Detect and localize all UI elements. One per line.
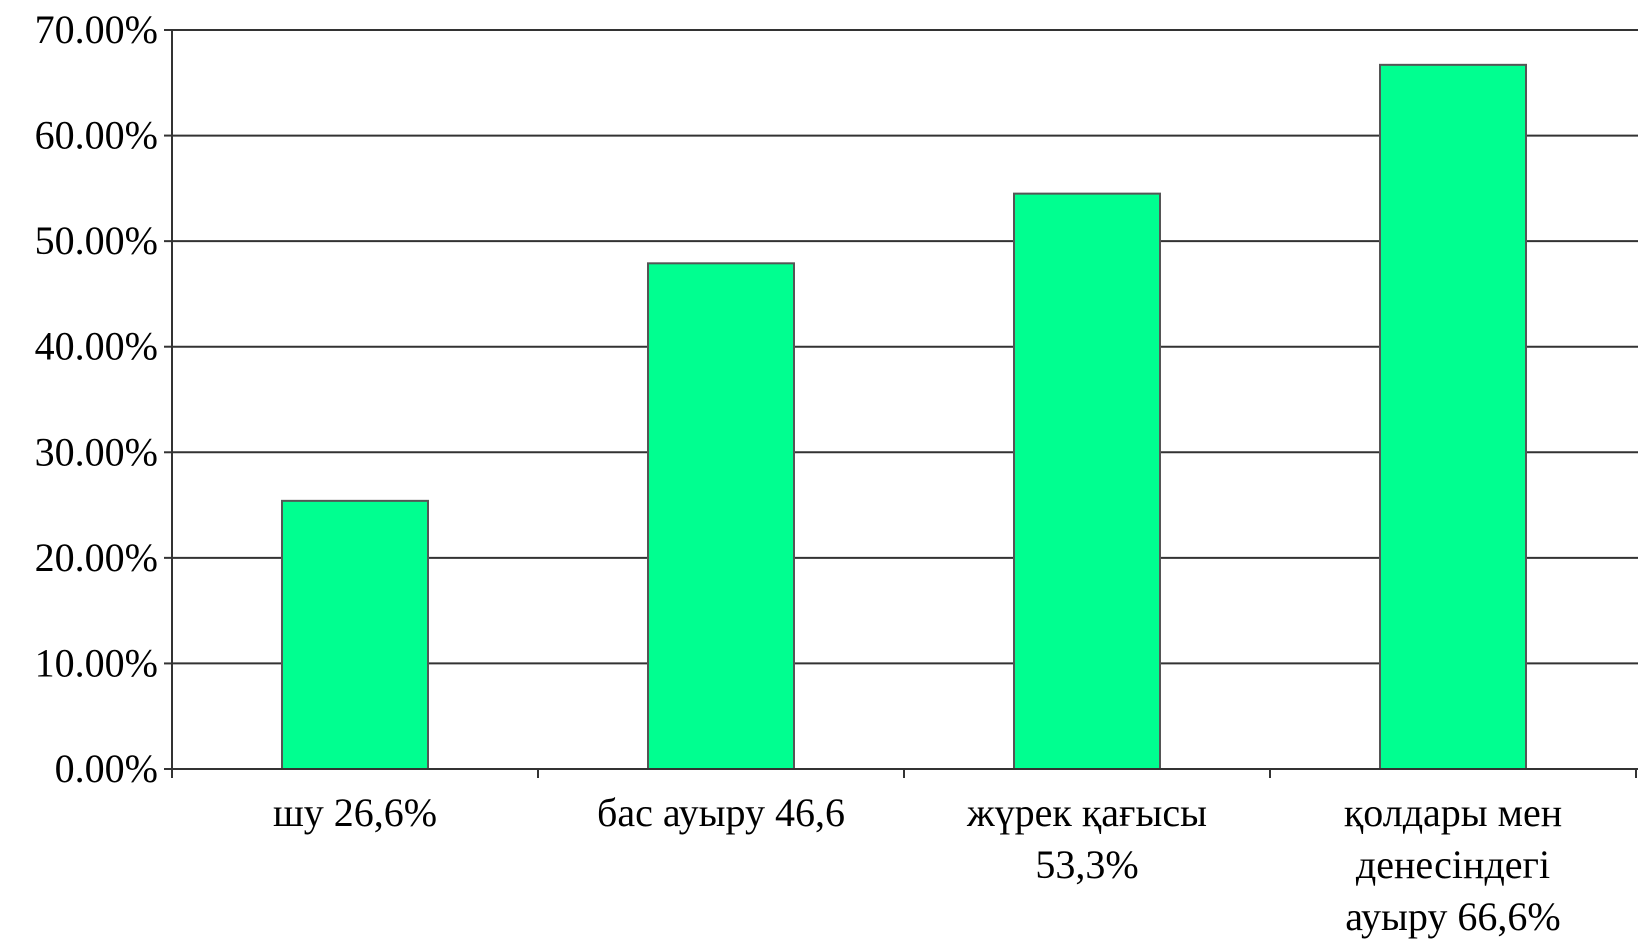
- x-category-label-line: 53,3%: [1035, 842, 1138, 887]
- x-category-label: қолдары мен денесіндегі ауыру 66,6%: [1344, 790, 1562, 939]
- x-category-label-line: қолдары мен: [1344, 790, 1562, 835]
- x-category-label: бас ауыру 46,6: [597, 790, 845, 835]
- y-tick-label: 0.00%: [55, 746, 158, 791]
- bar: [1013, 192, 1161, 770]
- y-tick-label: 10.00%: [35, 640, 158, 685]
- y-tick-label: 70.00%: [35, 7, 158, 52]
- x-category-label-line: ауыру 66,6%: [1345, 894, 1560, 939]
- y-tick-label: 30.00%: [35, 429, 158, 474]
- y-tick-label: 50.00%: [35, 218, 158, 263]
- x-category-label-line: шу 26,6%: [273, 790, 437, 835]
- x-category-label: жүрек қағысы 53,3%: [966, 790, 1207, 887]
- bar: [647, 262, 795, 770]
- x-category-labels: шу 26,6% бас ауыру 46,6 жүрек қағысы 53,3% қ…: [273, 790, 1562, 939]
- axes: [164, 29, 1638, 778]
- bar: [281, 499, 429, 770]
- y-tick-labels: 0.00% 10.00% 20.00% 30.00% 40.00% 50.00% 60.00…: [35, 7, 158, 791]
- bars: [281, 63, 1527, 771]
- y-tick-label: 60.00%: [35, 113, 158, 158]
- bar: [1379, 63, 1527, 771]
- x-category-label-line: денесіндегі: [1356, 842, 1550, 887]
- y-tick-label: 40.00%: [35, 324, 158, 369]
- x-category-label-line: бас ауыру 46,6: [597, 790, 845, 835]
- y-tick-label: 20.00%: [35, 535, 158, 580]
- x-category-label-line: жүрек қағысы: [966, 790, 1207, 835]
- x-category-label: шу 26,6%: [273, 790, 437, 835]
